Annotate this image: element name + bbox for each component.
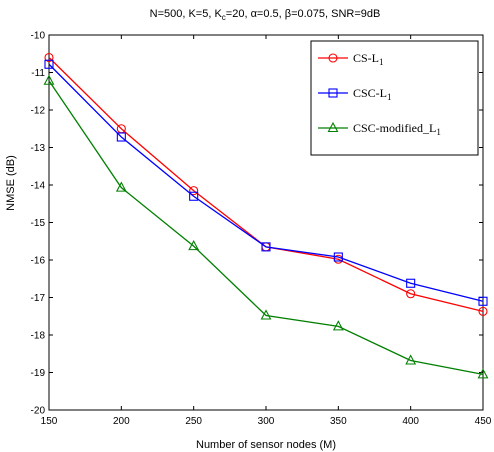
data-point (261, 242, 271, 252)
legend-item-3: CSC-modified_L1 (318, 121, 441, 137)
series-line (48, 80, 484, 376)
data-point (260, 309, 272, 320)
data-point (44, 52, 54, 63)
data-point (44, 59, 54, 69)
chart-title-prefix: N=500, K=5, K (150, 8, 223, 20)
legend-item-2: CSC-L1 (318, 86, 392, 102)
legend-label-subscript: 1 (379, 57, 384, 67)
data-point (406, 289, 416, 299)
series-3 (43, 74, 489, 379)
legend-item-1: CS-L1 (318, 51, 384, 67)
data-point (332, 320, 344, 331)
legend-marker (328, 53, 338, 63)
legend-marker (328, 88, 338, 98)
legend-marker (327, 121, 339, 133)
legend-label-subscript: 1 (436, 127, 441, 137)
data-point (405, 354, 417, 365)
x-tick-label: 350 (330, 416, 347, 427)
data-point (115, 181, 127, 192)
data-point (189, 186, 199, 196)
legend-label: CS-L1 (353, 51, 384, 67)
y-tick-label: -20 (31, 406, 46, 417)
data-point (333, 252, 343, 262)
series-2 (44, 59, 488, 306)
legend-label-main: CSC-modified_L (353, 121, 436, 135)
y-tick-label: -19 (31, 368, 46, 379)
data-point (406, 278, 416, 288)
y-tick-label: -10 (31, 31, 46, 42)
series-line (48, 63, 484, 302)
legend-label-main: CSC-L (353, 86, 387, 100)
x-tick-label: 400 (402, 416, 419, 427)
y-tick-label: -11 (31, 68, 45, 79)
legend-box (310, 40, 479, 156)
x-tick-label: 300 (258, 416, 275, 427)
y-tick-label: -15 (31, 218, 46, 229)
y-tick-label: -14 (31, 181, 46, 192)
y-axis-label: NMSE (dB) (5, 155, 17, 211)
chart-title-suffix: =20, α=0.5, β=0.075, SNR=9dB (226, 8, 381, 20)
x-tick-label: 250 (185, 416, 202, 427)
y-tick-label: -13 (31, 143, 46, 154)
y-tick-label: -18 (31, 331, 46, 342)
legend-label-subscript: 1 (387, 92, 392, 102)
y-tick-label: -12 (31, 106, 46, 117)
x-axis-label: Number of sensor nodes (M) (196, 439, 336, 451)
data-point (477, 368, 489, 379)
x-tick-label: 150 (41, 416, 58, 427)
y-tick-label: -16 (31, 256, 46, 267)
data-point (188, 239, 200, 251)
data-point (478, 296, 488, 306)
data-point (478, 306, 488, 316)
x-tick-label: 200 (113, 416, 130, 427)
x-tick-label: 450 (475, 416, 492, 427)
legend-label: CSC-L1 (353, 86, 392, 102)
data-point (189, 191, 199, 201)
chart-title: N=500, K=5, Kc=20, α=0.5, β=0.075, SNR=9… (150, 8, 381, 22)
y-tick-label: -17 (31, 293, 46, 304)
plot-area: 150 200 250 300 350 400 450 -10 -11 -12 -13 -14 -15 -… (31, 31, 492, 428)
data-point (43, 74, 55, 85)
legend-label-main: CS-L (353, 51, 379, 65)
legend-label: CSC-modified_L1 (353, 121, 441, 137)
chart-title-subscript: c (222, 13, 226, 22)
data-point (116, 132, 126, 142)
